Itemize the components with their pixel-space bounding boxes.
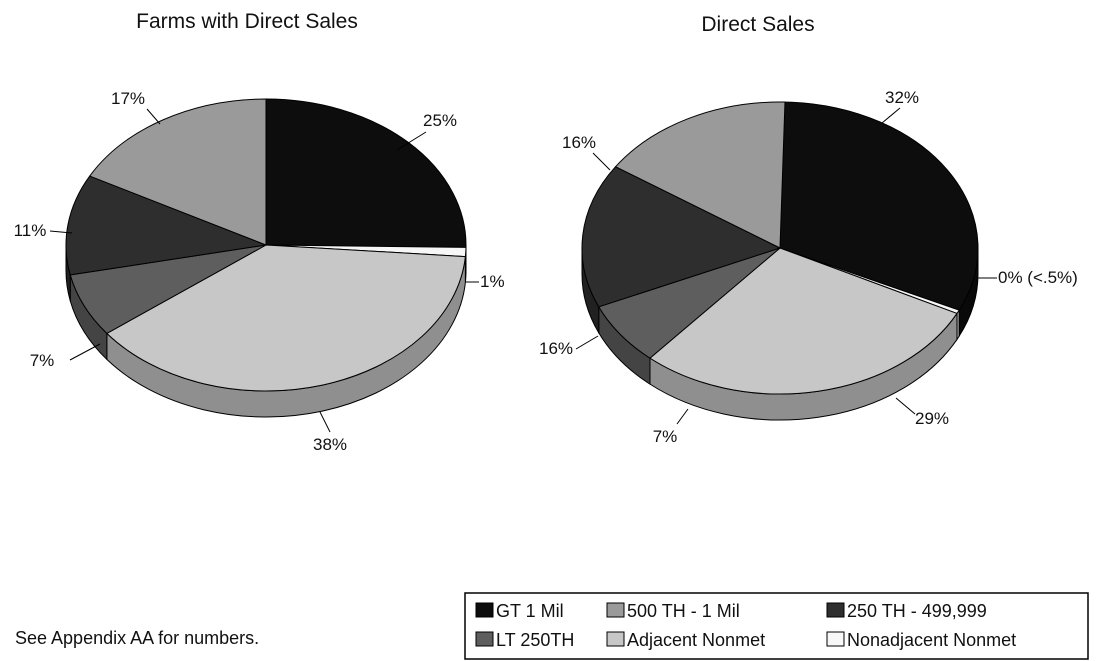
legend-label-nonadjacent-nonmet: Nonadjacent Nonmet xyxy=(847,630,1016,650)
pie-1-leader-250-th-499-999 xyxy=(49,230,73,234)
pie-2-label-gt-1-mil: 32% xyxy=(885,88,919,107)
legend-label-500-th-1-mil: 500 TH - 1 Mil xyxy=(627,601,740,621)
pie-1-slice-250-th-499-999 xyxy=(65,175,268,276)
pie-1-leader-lt-250th xyxy=(69,343,101,361)
pie-1-slice-500-th-1-mil xyxy=(88,98,267,246)
pie-2-title: Direct Sales xyxy=(701,13,814,36)
legend: GT 1 Mil 500 TH - 1 Mil 250 TH - 499,999 LT… xyxy=(464,592,1089,660)
pie-2-leader-250-th-499-999 xyxy=(575,335,599,350)
pie-2-leader-lt-250th xyxy=(676,408,689,425)
pie-2-leader-500-th-1-mil xyxy=(592,152,611,171)
legend-label-adjacent-nonmet: Adjacent Nonmet xyxy=(627,630,765,650)
legend-swatch-lt-250th xyxy=(475,631,494,647)
pie-1-title: Farms with Direct Sales xyxy=(136,10,358,33)
pie-2-slice-250-th-499-999 xyxy=(581,166,782,308)
pie-1-label-500-th-1-mil: 17% xyxy=(111,89,145,108)
pie-2-leader-gt-1-mil xyxy=(881,107,901,124)
legend-label-gt-1-mil: GT 1 Mil xyxy=(496,601,564,621)
legend-swatch-adjacent-nonmet xyxy=(606,631,625,647)
pie-2-label-adjacent-nonmet: 29% xyxy=(915,409,949,428)
pie-2-leader-adjacent-nonmet xyxy=(895,397,916,415)
pie-2-label-250-th-499-999: 16% xyxy=(539,339,573,358)
pie-1-farms-with-direct-sales: 25% 1% 38% 7% 11% 17% xyxy=(14,89,505,454)
pie-1-label-nonadjacent-nonmet: 1% xyxy=(480,272,505,291)
footnote-appendix: See Appendix AA for numbers. xyxy=(15,628,259,648)
legend-swatch-nonadjacent-nonmet xyxy=(826,631,845,647)
legend-swatch-gt-1-mil xyxy=(475,602,494,618)
pie-1-label-lt-250th: 7% xyxy=(30,351,55,370)
pie-1-leader-500-th-1-mil xyxy=(146,108,161,125)
pie-2-label-500-th-1-mil: 16% xyxy=(562,133,596,152)
pie-1-label-adjacent-nonmet: 38% xyxy=(313,435,347,454)
pie-1-slice-adjacent-nonmet xyxy=(106,244,466,392)
pie-1-leader-adjacent-nonmet xyxy=(319,411,331,433)
pie-1-label-250-th-499-999: 11% xyxy=(14,221,47,240)
legend-label-lt-250th: LT 250TH xyxy=(496,630,574,650)
legend-frame xyxy=(464,592,1089,660)
pie-2-direct-sales: 32% 0% (<.5%) 29% 7% 16% 16% xyxy=(539,88,1078,446)
pie-2-slice-adjacent-nonmet xyxy=(649,247,958,395)
pie-1-leader-gt-1-mil xyxy=(396,131,427,151)
pie-1-label-gt-1-mil: 25% xyxy=(423,111,457,130)
pie-2-slice-500-th-1-mil xyxy=(614,101,786,249)
legend-label-250-th-499-999: 250 TH - 499,999 xyxy=(847,601,987,621)
pie-2-label-lt-250th: 7% xyxy=(653,427,678,446)
legend-swatch-250-th-499-999 xyxy=(826,602,845,618)
pie-2-label-nonadjacent-nonmet: 0% (<.5%) xyxy=(998,268,1078,287)
pie-2-slice-gt-1-mil xyxy=(779,101,979,311)
legend-swatch-500-th-1-mil xyxy=(606,602,625,618)
